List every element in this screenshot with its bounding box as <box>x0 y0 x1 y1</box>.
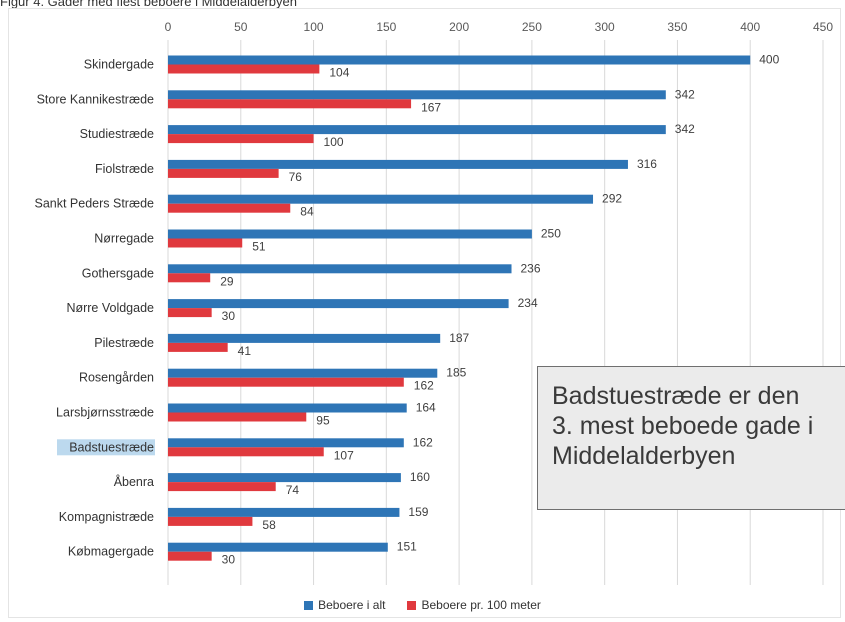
data-label-beboere-i-alt: 159 <box>408 505 428 519</box>
bar-beboere-i-alt <box>168 159 628 169</box>
data-label-beboere-pr-100-meter: 74 <box>286 483 300 497</box>
bar-beboere-pr-100-meter <box>168 412 307 422</box>
x-tick-label: 300 <box>595 20 615 34</box>
bar-beboere-pr-100-meter <box>168 64 320 74</box>
data-label-beboere-i-alt: 250 <box>541 227 561 241</box>
bar-beboere-pr-100-meter <box>168 551 212 561</box>
bar-beboere-pr-100-meter <box>168 377 404 387</box>
bar-beboere-pr-100-meter <box>168 238 243 248</box>
data-label-beboere-pr-100-meter: 51 <box>252 240 266 254</box>
category-label: Kompagnistræde <box>59 510 154 524</box>
data-label-beboere-i-alt: 292 <box>602 192 622 206</box>
bar-beboere-pr-100-meter <box>168 308 212 318</box>
data-label-beboere-pr-100-meter: 41 <box>238 344 252 358</box>
data-label-beboere-i-alt: 236 <box>521 261 541 275</box>
category-label: Sankt Peders Stræde <box>34 197 154 211</box>
figure-title: Figur 4. Gader med flest beboere i Midde… <box>0 0 297 9</box>
bar-beboere-i-alt <box>168 368 438 378</box>
bar-beboere-i-alt <box>168 125 666 135</box>
bar-beboere-i-alt <box>168 507 400 517</box>
x-tick-label: 50 <box>234 20 248 34</box>
bar-beboere-i-alt <box>168 194 594 204</box>
category-label: Skindergade <box>84 58 154 72</box>
data-label-beboere-i-alt: 151 <box>397 540 417 554</box>
category-label: Købmagergade <box>68 545 154 559</box>
legend-label: Beboere i alt <box>318 598 386 612</box>
x-tick-label: 0 <box>165 20 172 34</box>
data-label-beboere-pr-100-meter: 100 <box>324 135 344 149</box>
category-label: Store Kannikestræde <box>37 92 154 106</box>
bar-beboere-pr-100-meter <box>168 134 314 144</box>
category-label: Fiolstræde <box>95 162 154 176</box>
bar-beboere-pr-100-meter <box>168 99 412 109</box>
legend-label: Beboere pr. 100 meter <box>421 598 541 612</box>
bar-beboere-i-alt <box>168 473 401 483</box>
data-label-beboere-pr-100-meter: 30 <box>222 309 236 323</box>
category-label: Badstuestræde <box>69 440 154 454</box>
category-label: Pilestræde <box>94 336 154 350</box>
data-label-beboere-pr-100-meter: 95 <box>316 414 330 428</box>
chart-legend: Beboere i alt Beboere pr. 100 meter <box>0 596 845 614</box>
bar-beboere-i-alt <box>168 299 509 309</box>
bar-beboere-pr-100-meter <box>168 516 253 526</box>
chart-frame <box>8 8 841 618</box>
x-tick-label: 100 <box>304 20 324 34</box>
callout-box: Badstuestræde er den 3. mest beboede gad… <box>537 366 845 510</box>
data-label-beboere-i-alt: 164 <box>416 401 436 415</box>
data-label-beboere-pr-100-meter: 29 <box>220 274 234 288</box>
bar-beboere-i-alt <box>168 90 666 100</box>
data-label-beboere-i-alt: 316 <box>637 157 657 171</box>
data-label-beboere-pr-100-meter: 58 <box>262 518 276 532</box>
data-label-beboere-pr-100-meter: 167 <box>421 100 441 114</box>
bar-beboere-i-alt <box>168 438 404 448</box>
data-label-beboere-i-alt: 342 <box>675 122 695 136</box>
bar-beboere-i-alt <box>168 542 388 552</box>
x-tick-label: 250 <box>522 20 542 34</box>
bar-beboere-i-alt <box>168 55 751 65</box>
x-tick-label: 150 <box>376 20 396 34</box>
data-label-beboere-pr-100-meter: 76 <box>289 170 303 184</box>
category-label: Åbenra <box>114 474 154 489</box>
category-label: Larsbjørnsstræde <box>56 406 154 420</box>
data-label-beboere-i-alt: 160 <box>410 470 430 484</box>
category-label: Nørre Voldgade <box>66 301 154 315</box>
category-label: Studiestræde <box>80 127 154 141</box>
bar-beboere-i-alt <box>168 229 532 239</box>
category-highlight <box>57 439 155 456</box>
bar-beboere-i-alt <box>168 264 512 274</box>
data-label-beboere-pr-100-meter: 107 <box>334 448 354 462</box>
category-label: Nørregade <box>94 232 154 246</box>
bar-beboere-i-alt <box>168 333 441 343</box>
bar-beboere-pr-100-meter <box>168 342 228 352</box>
data-label-beboere-i-alt: 162 <box>413 435 433 449</box>
bar-beboere-pr-100-meter <box>168 203 291 213</box>
category-label: Rosengården <box>79 371 154 385</box>
data-label-beboere-pr-100-meter: 30 <box>222 553 236 567</box>
x-tick-label: 350 <box>667 20 687 34</box>
data-label-beboere-i-alt: 400 <box>759 53 779 67</box>
legend-item: Beboere i alt <box>304 596 385 614</box>
x-tick-label: 450 <box>813 20 833 34</box>
data-label-beboere-i-alt: 342 <box>675 87 695 101</box>
bar-beboere-pr-100-meter <box>168 482 276 492</box>
bar-beboere-i-alt <box>168 403 407 413</box>
data-label-beboere-i-alt: 187 <box>449 331 469 345</box>
data-label-beboere-pr-100-meter: 84 <box>300 205 314 219</box>
legend-swatch <box>304 600 314 610</box>
data-label-beboere-pr-100-meter: 104 <box>329 66 349 80</box>
bar-beboere-pr-100-meter <box>168 273 211 283</box>
data-label-beboere-pr-100-meter: 162 <box>414 379 434 393</box>
bar-beboere-pr-100-meter <box>168 168 279 178</box>
x-tick-label: 200 <box>449 20 469 34</box>
legend-swatch <box>407 600 417 610</box>
bar-beboere-pr-100-meter <box>168 447 324 457</box>
legend-item: Beboere pr. 100 meter <box>407 596 541 614</box>
x-tick-label: 400 <box>740 20 760 34</box>
data-label-beboere-i-alt: 234 <box>518 296 538 310</box>
category-label: Gothersgade <box>82 266 154 280</box>
data-label-beboere-i-alt: 185 <box>446 366 466 380</box>
